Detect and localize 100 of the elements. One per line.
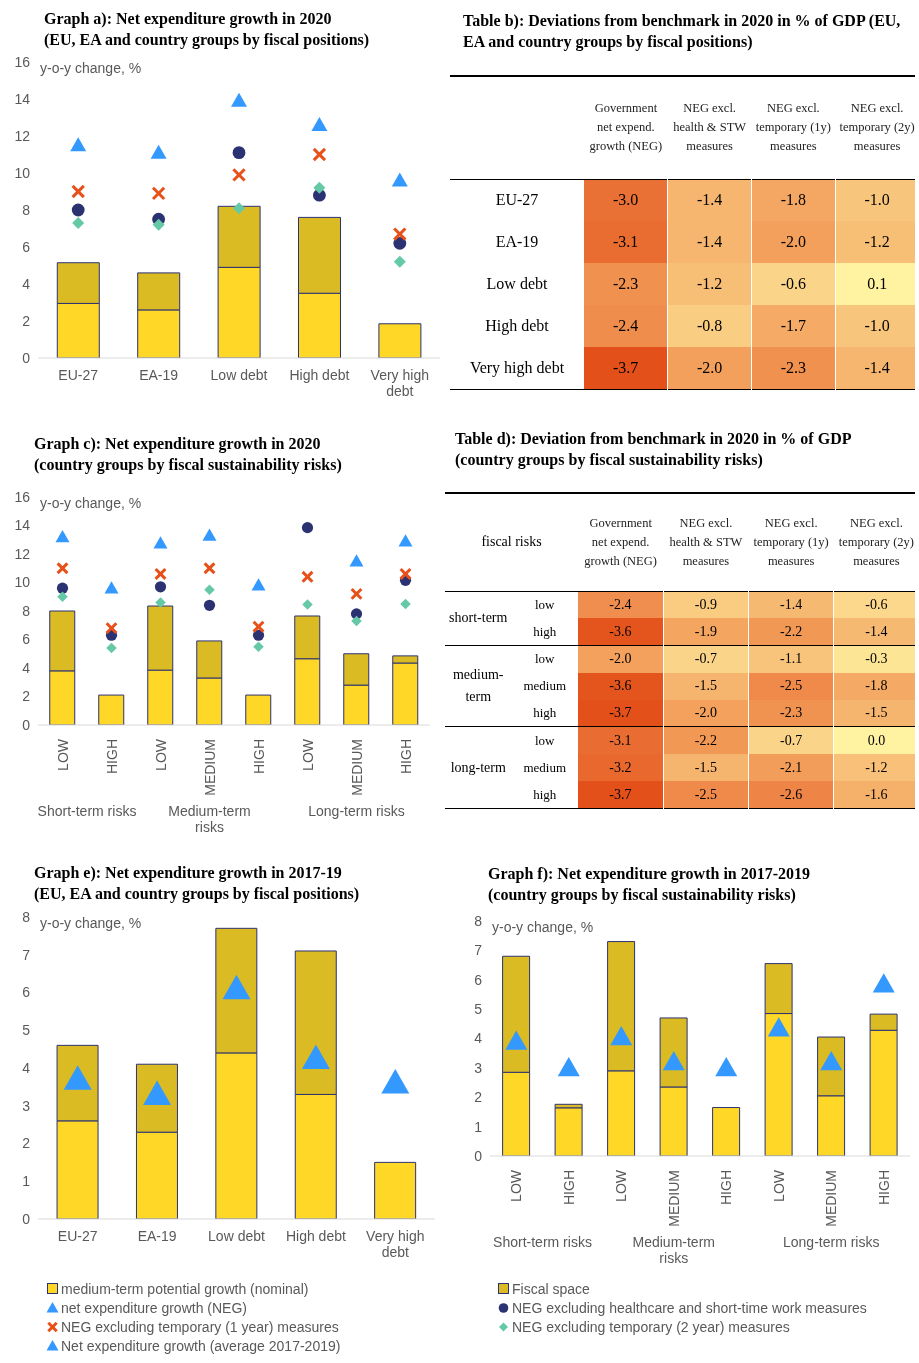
y-tick-label: medium	[522, 677, 568, 696]
point	[253, 641, 264, 652]
point	[400, 598, 411, 610]
bar	[374, 1161, 417, 1219]
data-label: -3.7	[578, 781, 664, 809]
y-tick-label: high	[532, 704, 558, 723]
data-label: -3.7	[584, 347, 668, 389]
y-tick-label: 1	[22, 1173, 31, 1190]
y-tick-label: 6	[22, 984, 31, 1001]
data-label: -1.2	[863, 232, 891, 252]
bar	[712, 1107, 741, 1156]
data-label: -2.4	[584, 305, 668, 347]
data-label: -0.3	[864, 650, 889, 669]
data-label: -1.8	[864, 677, 889, 696]
point	[152, 218, 165, 231]
y-tick-label: 8	[474, 912, 483, 929]
point	[393, 236, 407, 250]
y-tick-label: 8	[22, 201, 31, 218]
data-label: 0.1	[866, 274, 889, 294]
y-tick-label: 6	[22, 631, 31, 648]
point	[381, 1069, 410, 1094]
y-tick-label: 8	[22, 908, 31, 925]
y-tick-label: 2	[22, 312, 31, 329]
point	[391, 172, 408, 187]
data-label: -2.3	[751, 347, 836, 389]
chart-title: Graph e): Net expenditure growth in 2017-19 (EU, EA and country groups by fiscal positions)	[34, 864, 360, 902]
legend-label: NEG excluding healthcare and short-time work measures	[512, 1299, 867, 1316]
x-tick-label: HIGH	[103, 739, 120, 774]
data-label: -1.4	[864, 622, 889, 641]
data-label: -3.2	[578, 754, 664, 782]
legend-label: NEG excluding temporary (1 year) measures	[61, 1318, 339, 1335]
y-tick-label: 16	[14, 488, 31, 505]
data-label: -2.6	[748, 781, 834, 809]
y-tick-label: 12	[14, 545, 31, 562]
x-tick-label: LOW	[299, 738, 316, 771]
y-tick-label: High debt	[484, 316, 550, 337]
point	[398, 534, 413, 547]
y-tick-label: 10	[14, 164, 31, 181]
data-label: -1.4	[667, 179, 752, 221]
point	[233, 202, 245, 215]
x-tick-label: EU-27	[58, 367, 99, 383]
data-label: -3.0	[584, 179, 668, 221]
y-tick-label: 10	[14, 574, 31, 591]
x-tick-label: NEG excl. temporary (1y) measures	[752, 514, 830, 570]
x-tick-label: High debt	[285, 1228, 346, 1244]
y-tick-label: 0	[474, 1147, 483, 1164]
y-axis-title: y-o-y change, %	[40, 495, 142, 511]
point	[301, 522, 314, 534]
data-label: -2.4	[578, 591, 664, 619]
y-tick-label: 12	[14, 127, 31, 144]
data-label: -3.1	[584, 221, 668, 263]
y-tick-label: 5	[22, 1022, 31, 1039]
y-tick-label: 8	[22, 602, 31, 619]
x-tick-label: EA-19	[137, 1228, 177, 1244]
y-tick-label: 2	[474, 1089, 483, 1106]
chart-title: Graph c): Net expenditure growth in 2020 (country groups by fiscal sustainability risks)	[34, 435, 342, 473]
data-label: -1.2	[667, 263, 752, 305]
data-label: -2.5	[748, 672, 834, 700]
chart-title: Table d): Deviation from benchmark in 2020 in % of GDP (country groups by fiscal sustainability risks)	[455, 429, 853, 470]
x-tick-label: NEG excl. health & STW measures	[668, 514, 744, 570]
text: Short-term risks	[36, 803, 138, 819]
y-tick-label: 0	[22, 349, 31, 366]
data-label: 0.0	[866, 731, 887, 750]
y-tick-label: EU-27	[494, 190, 540, 211]
y-tick-label: high	[532, 622, 558, 641]
data-label: -1.1	[748, 645, 834, 673]
x-tick-label: NEG excl. temporary (2y) measures	[838, 100, 916, 156]
point	[55, 529, 70, 543]
point	[252, 629, 265, 641]
x-tick-label: HIGH	[560, 1170, 577, 1205]
x-tick-label: LOW	[508, 1169, 525, 1202]
x-tick-label: High debt	[289, 367, 350, 383]
y-tick-label: 2	[22, 688, 31, 705]
x-tick-label: LOW	[770, 1169, 787, 1202]
x-tick-label: Very high debt	[370, 367, 429, 399]
x-tick-label: HIGH	[718, 1170, 735, 1205]
legend-label: NEG excluding temporary (2 year) measures	[512, 1318, 790, 1335]
y-tick-label: 2	[22, 1135, 31, 1152]
text: medium-term	[451, 666, 505, 707]
data-label: -0.9	[663, 591, 749, 619]
x-tick-label: LOW	[613, 1169, 630, 1202]
x-tick-label: MEDIUM	[348, 739, 365, 796]
legend-label: net expenditure growth (NEG)	[61, 1299, 247, 1316]
y-tick-label: 16	[14, 53, 31, 70]
point	[349, 554, 364, 567]
data-label: -1.8	[751, 179, 836, 221]
data-label: -0.7	[748, 726, 834, 755]
point	[56, 582, 69, 594]
point	[313, 181, 326, 194]
data-label: -0.8	[667, 305, 752, 347]
x-tick-label: MEDIUM	[823, 1170, 840, 1227]
text: Long-term risks	[307, 803, 406, 819]
point	[202, 528, 217, 541]
point	[72, 216, 85, 229]
point	[311, 116, 328, 131]
legend-label: Fiscal space	[512, 1280, 590, 1297]
y-tick-label: low	[534, 650, 556, 669]
text: short-term	[448, 609, 509, 628]
data-label: -3.6	[578, 672, 664, 700]
data-label: -0.7	[663, 645, 749, 673]
